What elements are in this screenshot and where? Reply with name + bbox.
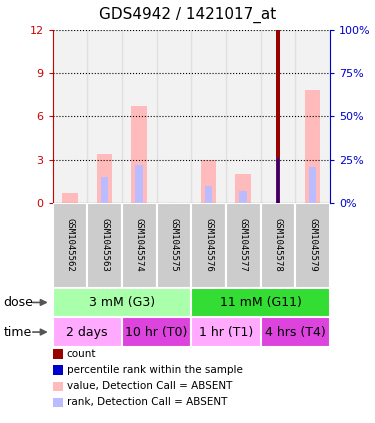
Bar — [157, 203, 191, 288]
Bar — [87, 30, 122, 203]
Bar — [157, 30, 191, 203]
Bar — [191, 30, 226, 203]
Text: GSM1045576: GSM1045576 — [204, 218, 213, 272]
Text: time: time — [4, 326, 32, 338]
Bar — [131, 106, 147, 203]
Text: percentile rank within the sample: percentile rank within the sample — [67, 365, 243, 375]
Bar — [53, 288, 191, 317]
Bar — [191, 288, 330, 317]
Bar — [122, 317, 191, 347]
Bar — [101, 177, 108, 203]
Bar — [226, 203, 261, 288]
Bar — [201, 160, 216, 203]
Text: GSM1045563: GSM1045563 — [100, 218, 109, 272]
Bar — [53, 30, 87, 203]
Text: count: count — [67, 349, 96, 359]
Bar — [191, 317, 261, 347]
Bar — [277, 158, 279, 203]
Bar — [205, 186, 212, 203]
Bar — [240, 192, 247, 203]
Text: GSM1045577: GSM1045577 — [239, 218, 248, 272]
Bar — [236, 174, 251, 203]
Bar — [261, 317, 330, 347]
Bar — [296, 203, 330, 288]
Text: GSM1045562: GSM1045562 — [65, 218, 74, 272]
Bar — [53, 203, 87, 288]
Text: GSM1045575: GSM1045575 — [170, 218, 178, 272]
Bar — [53, 317, 122, 347]
Bar — [62, 193, 78, 203]
Bar — [122, 30, 157, 203]
Text: dose: dose — [4, 296, 34, 309]
Bar — [122, 203, 157, 288]
Text: rank, Detection Call = ABSENT: rank, Detection Call = ABSENT — [67, 397, 227, 407]
Bar — [135, 165, 143, 203]
Text: 10 hr (T0): 10 hr (T0) — [125, 326, 188, 338]
Bar — [87, 203, 122, 288]
Bar — [309, 167, 316, 203]
Bar — [97, 154, 112, 203]
Text: 11 mM (G11): 11 mM (G11) — [220, 296, 302, 309]
Bar — [261, 30, 296, 203]
Text: 1 hr (T1): 1 hr (T1) — [199, 326, 253, 338]
Text: 2 days: 2 days — [66, 326, 108, 338]
Bar — [276, 30, 280, 203]
Text: GSM1045578: GSM1045578 — [273, 218, 282, 272]
Text: GSM1045579: GSM1045579 — [308, 218, 317, 272]
Bar — [305, 91, 321, 203]
Bar — [296, 30, 330, 203]
Bar — [226, 30, 261, 203]
Text: 3 mM (G3): 3 mM (G3) — [89, 296, 155, 309]
Text: GSM1045574: GSM1045574 — [135, 218, 144, 272]
Text: 4 hrs (T4): 4 hrs (T4) — [265, 326, 326, 338]
Bar — [261, 203, 296, 288]
Text: GDS4942 / 1421017_at: GDS4942 / 1421017_at — [99, 7, 276, 23]
Text: value, Detection Call = ABSENT: value, Detection Call = ABSENT — [67, 381, 232, 391]
Bar — [191, 203, 226, 288]
